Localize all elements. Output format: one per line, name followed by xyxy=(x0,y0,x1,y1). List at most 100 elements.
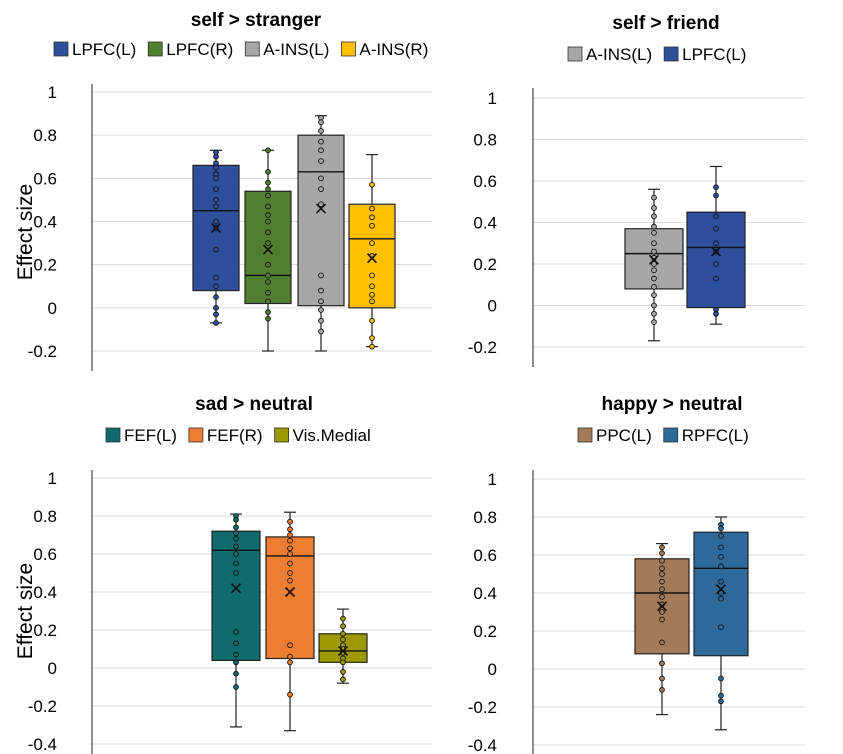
mean-marker xyxy=(715,584,727,595)
data-point xyxy=(213,304,219,311)
y-tick-label: 0.6 xyxy=(473,172,497,191)
data-point xyxy=(265,203,271,210)
data-point xyxy=(318,138,324,145)
y-tick-label: 1 xyxy=(488,470,497,489)
y-tick-label: 0.4 xyxy=(33,213,57,232)
data-point xyxy=(340,615,346,622)
data-point xyxy=(659,544,665,551)
data-point xyxy=(651,240,657,247)
data-point xyxy=(287,659,293,666)
y-tick-label: 0.8 xyxy=(473,131,497,150)
data-point xyxy=(651,319,657,325)
data-point xyxy=(713,184,719,191)
data-point xyxy=(659,675,665,682)
y-tick-label: 0 xyxy=(48,299,57,318)
y-tick-label: 0.6 xyxy=(473,546,497,565)
legend-item: PPC(L) xyxy=(577,426,652,445)
box-1 xyxy=(244,147,292,352)
data-point xyxy=(340,623,346,630)
y-tick-label: 0.6 xyxy=(33,545,57,564)
y-tick-label: -0.2 xyxy=(468,698,497,717)
data-point xyxy=(213,203,219,210)
data-point xyxy=(318,298,324,305)
legend-item: A-INS(R) xyxy=(341,40,428,59)
legend-label: A-INS(L) xyxy=(586,45,652,64)
data-point xyxy=(318,147,324,154)
legend-swatch xyxy=(567,46,583,62)
data-point xyxy=(659,571,665,577)
legend-swatch xyxy=(274,427,290,443)
data-point xyxy=(340,630,346,637)
data-point xyxy=(287,551,293,557)
data-point xyxy=(213,283,219,290)
mean-marker xyxy=(656,601,668,612)
legend-item: RPFC(L) xyxy=(663,426,749,445)
legend-swatch xyxy=(663,46,679,62)
data-point xyxy=(287,560,293,567)
box-0 xyxy=(192,149,240,326)
data-point xyxy=(340,636,346,643)
data-point xyxy=(233,543,239,550)
data-point xyxy=(287,526,293,533)
data-point xyxy=(369,205,375,212)
data-point xyxy=(287,642,293,649)
data-point xyxy=(369,335,375,341)
legend-swatch xyxy=(577,427,593,443)
data-point xyxy=(318,128,324,134)
data-point xyxy=(713,192,719,199)
legend-item: LPFC(L) xyxy=(53,40,136,59)
data-point xyxy=(651,223,657,230)
mean-marker xyxy=(210,222,222,234)
legend-label: A-INS(R) xyxy=(359,40,428,59)
data-point xyxy=(718,578,724,585)
data-point xyxy=(659,593,665,600)
data-point xyxy=(265,298,271,305)
legend-label: Vis.Medial xyxy=(293,426,371,445)
legend-swatch xyxy=(244,41,260,57)
chart-title: sad > neutral xyxy=(195,394,313,415)
box-body xyxy=(244,190,292,305)
data-point xyxy=(233,524,239,531)
chart-panel-2: self > friend A-INS(L) LPFC(L) 1 0.8 0.6 0.4 0.… xyxy=(468,13,805,367)
data-point xyxy=(340,668,346,675)
data-point xyxy=(233,670,239,677)
chart-panel-4: happy > neutral PPC(L) RPFC(L) 1 0.8 0.6 0.4 0.… xyxy=(468,394,805,754)
data-point xyxy=(340,676,346,683)
y-tick-label: 1 xyxy=(48,83,57,102)
y-tick-label: -0.4 xyxy=(468,736,497,754)
legend-item: Vis.Medial xyxy=(274,426,371,445)
y-tick-label: 0.4 xyxy=(473,214,497,233)
data-point xyxy=(718,563,724,570)
data-point xyxy=(659,557,665,564)
data-point xyxy=(265,179,271,186)
data-point xyxy=(287,577,293,584)
legend-item: A-INS(L) xyxy=(244,40,329,59)
data-point xyxy=(318,119,324,126)
legend-item: LPFC(R) xyxy=(147,40,233,59)
legend-item: FEF(L) xyxy=(105,426,177,445)
data-point xyxy=(265,289,271,296)
data-point xyxy=(287,518,293,525)
data-point xyxy=(265,272,271,279)
legend-swatch xyxy=(147,41,163,57)
data-point xyxy=(233,530,239,536)
y-tick-label: 0 xyxy=(488,660,497,679)
y-tick-label: 1 xyxy=(488,89,497,108)
data-point xyxy=(659,609,665,615)
legend-label: PPC(L) xyxy=(596,426,652,445)
box-0 xyxy=(624,188,684,342)
data-point xyxy=(265,186,271,192)
data-point xyxy=(213,175,219,182)
mean-marker xyxy=(284,586,296,598)
mean-marker xyxy=(337,645,349,656)
data-point xyxy=(318,328,324,335)
legend-item: LPFC(L) xyxy=(663,45,746,64)
data-point xyxy=(287,537,293,544)
data-point xyxy=(213,197,219,203)
legend-label: LPFC(R) xyxy=(166,40,233,59)
data-point xyxy=(369,292,375,298)
data-point xyxy=(213,153,219,160)
y-tick-label: 1 xyxy=(48,469,57,488)
data-point xyxy=(318,201,324,208)
data-point xyxy=(651,275,657,282)
